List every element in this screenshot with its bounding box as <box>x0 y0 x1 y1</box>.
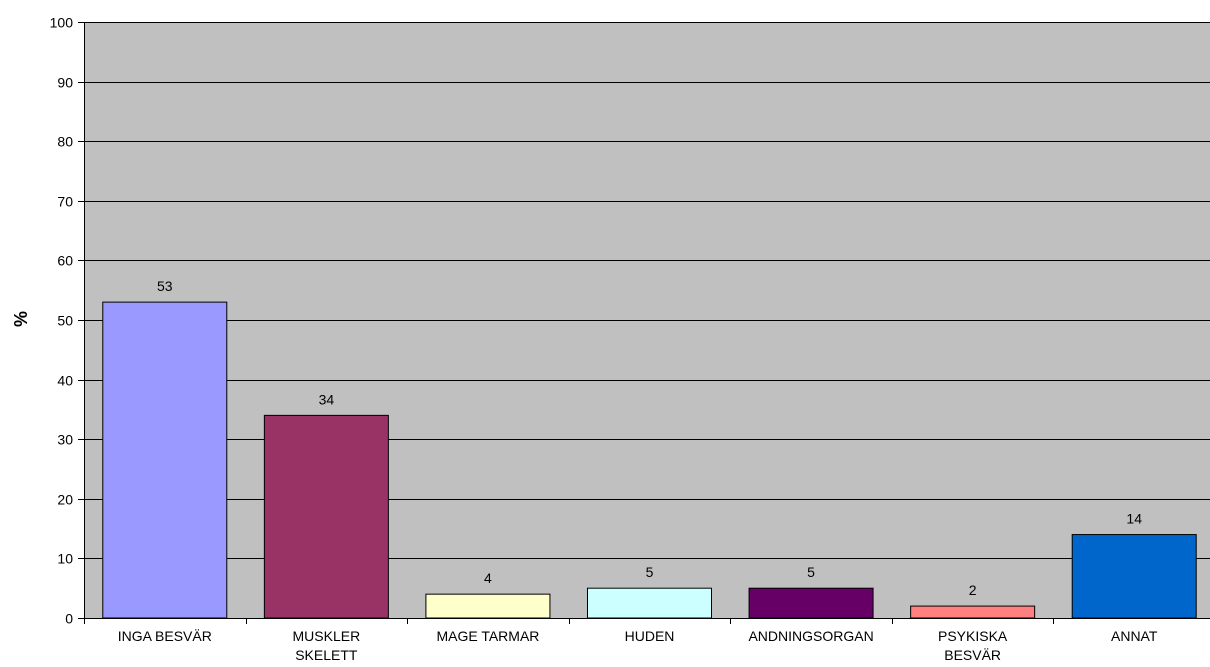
bar-value-label: 53 <box>157 278 173 294</box>
bar-value-label: 4 <box>484 570 492 586</box>
y-tick-label: 80 <box>57 134 73 150</box>
bar-value-label: 14 <box>1126 511 1142 527</box>
x-category-label-line: PSYKISKA <box>938 628 1008 644</box>
x-category-label-line: ANNAT <box>1111 628 1158 644</box>
bar <box>587 587 712 619</box>
bar-value-label: 5 <box>807 564 815 580</box>
x-category-label-line: HUDEN <box>625 628 675 644</box>
x-axis: INGA BESVÄR MUSKLER SKELETT MAGE TARMAR HUDE… <box>84 618 1210 663</box>
x-category-label-line: INGA BESVÄR <box>118 628 212 644</box>
y-tick-label: 10 <box>57 551 73 567</box>
bar <box>102 301 228 619</box>
bar-value-label: 5 <box>646 564 654 580</box>
x-category-label-line: MUSKLER <box>293 628 361 644</box>
x-category-label: ANNAT <box>1111 628 1158 644</box>
x-category-label: ANDNINGSORGAN <box>748 628 873 644</box>
x-category-label-line: SKELETT <box>295 647 358 663</box>
y-tick-label: 30 <box>57 432 73 448</box>
y-tick-label: 90 <box>57 75 73 91</box>
bars <box>102 301 1197 619</box>
bar <box>910 605 1036 619</box>
x-category-label: MAGE TARMAR <box>436 628 539 644</box>
bar <box>748 587 874 619</box>
x-category-label: HUDEN <box>625 628 675 644</box>
bar <box>1071 534 1197 619</box>
data-labels: 53 34 4 5 5 2 14 <box>157 278 1142 598</box>
x-category-label-line: ANDNINGSORGAN <box>748 628 873 644</box>
x-category-label-line: MAGE TARMAR <box>436 628 539 644</box>
y-tick-label: 70 <box>57 194 73 210</box>
y-tick-label: 50 <box>57 313 73 329</box>
bar-value-label: 34 <box>319 391 335 407</box>
y-tick-label: 100 <box>50 15 74 31</box>
bar <box>425 593 551 619</box>
bar <box>263 414 389 619</box>
y-tick-label: 40 <box>57 373 73 389</box>
y-tick-label: 20 <box>57 492 73 508</box>
x-category-label: PSYKISKA BESVÄR <box>938 628 1008 663</box>
y-axis-title: % <box>11 311 31 327</box>
y-tick-label: 60 <box>57 253 73 269</box>
x-category-label: MUSKLER SKELETT <box>293 628 361 663</box>
bar-value-label: 2 <box>969 582 977 598</box>
x-category-label: INGA BESVÄR <box>118 628 212 644</box>
y-axis: 0 10 20 30 40 50 60 70 80 90 100 <box>50 15 85 627</box>
y-tick-label: 0 <box>65 611 73 627</box>
x-category-label-line: BESVÄR <box>944 647 1001 663</box>
